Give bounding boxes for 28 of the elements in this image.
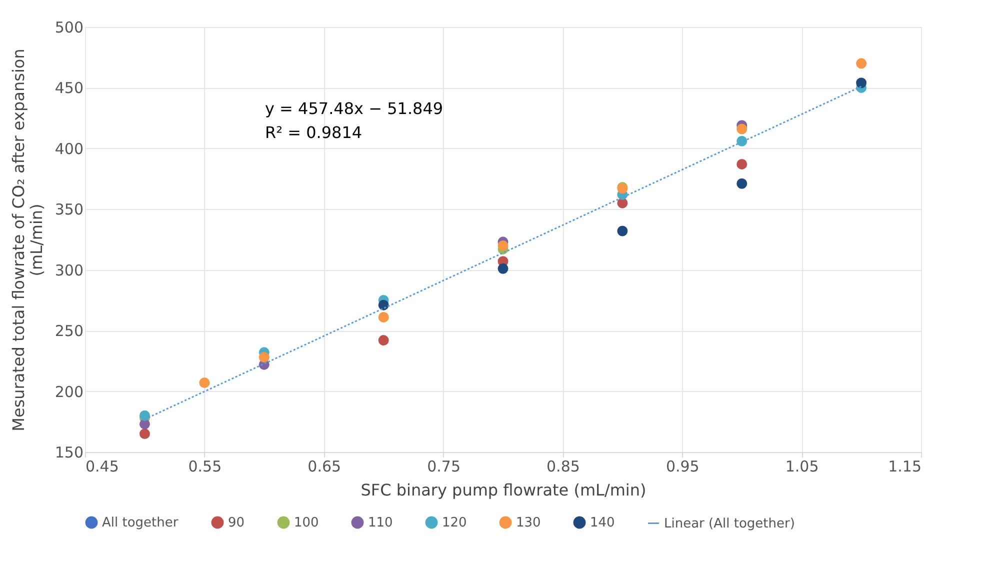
legend-label: 120 <box>442 516 467 531</box>
legend-label: 140 <box>590 516 615 531</box>
y-tick-label: 200 <box>54 382 84 401</box>
y-tick-label: 250 <box>54 322 84 340</box>
y-tick-label: 300 <box>54 261 84 280</box>
x-tick-label: 0.95 <box>666 458 700 476</box>
annotation: y = 457.48x − 51.849 <box>265 99 444 118</box>
y-axis-title: Mesurated total flowrate of CO₂ after expansion (mL/min) <box>8 48 46 432</box>
x-tick-label: 0.55 <box>188 458 222 476</box>
x-tick-label: 1.15 <box>888 458 922 476</box>
x-tick-label: 0.45 <box>86 458 119 476</box>
x-axis-title: SFC binary pump flowrate (mL/min) <box>360 480 646 500</box>
legend-label: 100 <box>294 516 319 531</box>
y-tick-label: 500 <box>54 18 84 36</box>
x-tick-label: 0.75 <box>427 458 460 476</box>
y-tick-label: 450 <box>54 79 84 98</box>
x-tick-label: 1.05 <box>785 458 819 476</box>
y-tick-label: 350 <box>54 200 84 219</box>
legend-label: Linear (All together) <box>664 516 795 532</box>
legend-label: 110 <box>368 516 393 531</box>
legend-label: 130 <box>516 516 541 531</box>
y-tick-label: 150 <box>54 444 84 462</box>
y-tick-label: 400 <box>54 140 84 158</box>
legend-label: 90 <box>228 516 245 531</box>
x-tick-label: 0.65 <box>308 458 342 476</box>
annotation: R² = 0.9814 <box>265 123 362 142</box>
x-tick-label: 0.85 <box>546 458 580 476</box>
legend-label: All together <box>102 516 179 531</box>
